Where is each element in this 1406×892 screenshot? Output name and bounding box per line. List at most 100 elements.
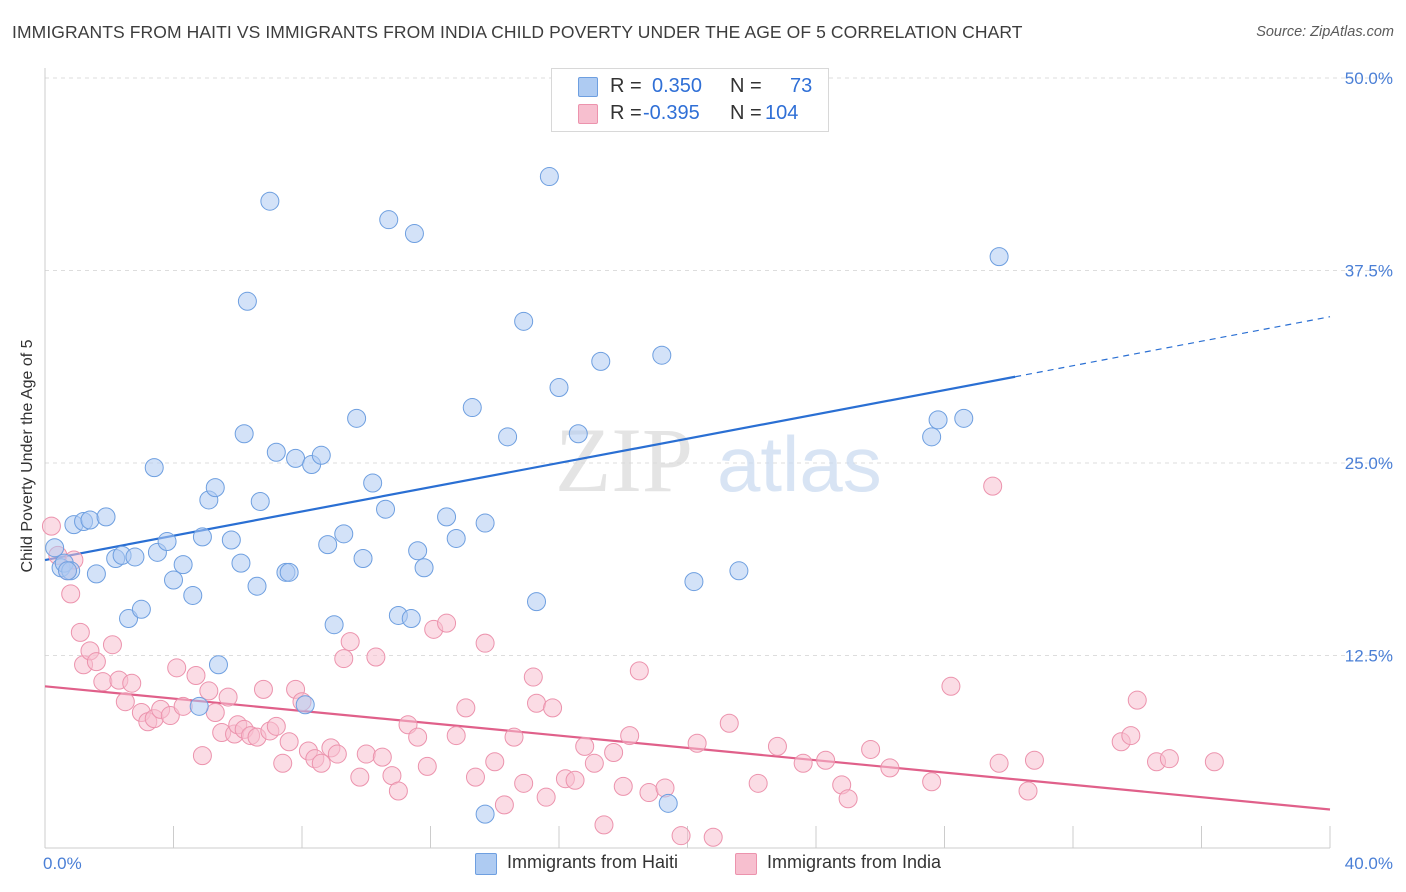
- india-point: [620, 726, 640, 746]
- haiti-point: [286, 448, 306, 468]
- india-point: [655, 778, 675, 798]
- haiti-point: [279, 562, 299, 582]
- india-point: [266, 716, 286, 736]
- india-point: [70, 622, 90, 642]
- haiti-point: [568, 424, 588, 444]
- india-point: [989, 753, 1009, 773]
- india-point: [253, 679, 273, 699]
- india-point: [523, 667, 543, 687]
- legend-r-value: 0.350: [652, 75, 703, 97]
- watermark: ZIP atlas: [555, 409, 882, 511]
- india-point: [340, 632, 360, 652]
- haiti-point: [376, 499, 396, 519]
- y-tick-label: 37.5%: [1345, 262, 1393, 281]
- source-label: Source: ZipAtlas.com: [1256, 24, 1394, 40]
- india-point: [613, 776, 633, 796]
- india-point: [437, 613, 457, 633]
- india-point: [504, 727, 524, 747]
- haiti-point: [125, 547, 145, 567]
- haiti-point: [234, 424, 254, 444]
- haiti-point: [401, 609, 421, 629]
- haiti-point: [260, 191, 280, 211]
- haiti-point: [437, 507, 457, 527]
- haiti-point: [729, 561, 749, 581]
- correlation-legend: R = 0.350 N = 73 R = -0.395 N = 104: [551, 68, 829, 132]
- haiti-point: [379, 210, 399, 230]
- haiti-point: [45, 538, 65, 558]
- india-point: [594, 815, 614, 835]
- india-point: [514, 773, 534, 793]
- haiti-point: [353, 548, 373, 568]
- haiti-point: [183, 585, 203, 605]
- haiti-point: [989, 247, 1009, 267]
- legend-swatch-haiti: [475, 853, 497, 875]
- haiti-point: [131, 599, 151, 619]
- haiti-point: [266, 442, 286, 462]
- india-point: [279, 732, 299, 752]
- india-point: [838, 789, 858, 809]
- india-point: [767, 736, 787, 756]
- legend-n-label: N =: [730, 75, 762, 97]
- india-point: [199, 681, 219, 701]
- india-point: [719, 713, 739, 733]
- haiti-point: [498, 427, 518, 447]
- haiti-point: [164, 570, 183, 590]
- y-tick-label: 50.0%: [1345, 69, 1393, 88]
- legend-label-india: Immigrants from India: [767, 852, 942, 872]
- india-point: [565, 770, 585, 790]
- haiti-point: [173, 555, 193, 575]
- haiti-point: [475, 513, 495, 533]
- haiti-point: [446, 528, 466, 548]
- india-point: [494, 795, 514, 815]
- india-point: [218, 687, 238, 707]
- india-point: [205, 702, 225, 722]
- haiti-point: [363, 473, 383, 493]
- haiti-point: [80, 510, 100, 530]
- legend-label-haiti: Immigrants from Haiti: [507, 852, 679, 872]
- haiti-point: [318, 535, 338, 555]
- legend-swatch-india: [578, 104, 598, 124]
- india-point: [122, 673, 142, 693]
- haiti-point: [231, 553, 251, 573]
- india-point: [327, 744, 347, 764]
- haiti-point: [922, 427, 942, 447]
- haiti-point: [928, 410, 948, 430]
- legend-swatch-haiti: [578, 77, 598, 97]
- india-point: [41, 516, 61, 536]
- y-axis-label: Child Poverty Under the Age of 5: [19, 339, 36, 573]
- chart-title: IMMIGRANTS FROM HAITI VS IMMIGRANTS FROM…: [12, 22, 1023, 42]
- haiti-point: [514, 311, 534, 331]
- india-point: [1121, 726, 1141, 746]
- india-point: [350, 767, 370, 787]
- india-point: [192, 746, 212, 766]
- legend-row-haiti: R = 0.350 N = 73: [552, 75, 828, 99]
- india-point: [334, 649, 354, 669]
- haiti-point: [658, 793, 678, 813]
- haiti-point: [404, 224, 424, 244]
- x-tick-label: 0.0%: [43, 854, 82, 873]
- india-point: [388, 781, 408, 801]
- haiti-point: [144, 458, 164, 478]
- legend-n-value: 104: [765, 102, 799, 124]
- india-point: [1127, 690, 1147, 710]
- india-point: [456, 698, 476, 718]
- india-point: [311, 753, 331, 773]
- legend-row-india: R = -0.395 N = 104: [552, 102, 828, 126]
- legend-n-label: N =: [730, 102, 762, 124]
- india-point: [167, 658, 187, 678]
- haiti-point: [954, 408, 974, 428]
- india-point: [273, 753, 293, 773]
- india-point: [173, 696, 193, 716]
- tick-labels: 12.5% 25.0% 37.5% 50.0% 0.0% 40.0%: [43, 69, 1393, 873]
- haiti-point: [157, 532, 177, 552]
- haiti-point: [527, 592, 547, 612]
- haiti-point: [221, 530, 241, 550]
- india-point: [160, 706, 180, 726]
- india-point: [115, 692, 135, 712]
- haiti-point: [96, 507, 116, 527]
- india-point: [983, 476, 1003, 496]
- legend-r-label: R =: [610, 102, 642, 124]
- haiti-point: [549, 378, 569, 398]
- haiti-point: [119, 609, 139, 629]
